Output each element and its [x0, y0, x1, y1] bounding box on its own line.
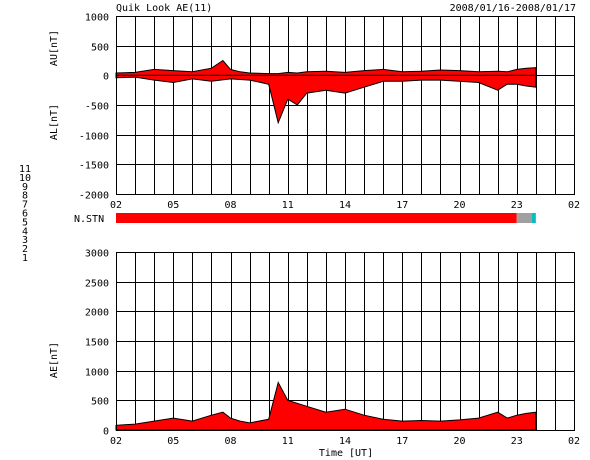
- au-al-ytick-label: -2000: [79, 191, 109, 202]
- ae-xtick-label: 02: [110, 436, 122, 447]
- legend-entry-6: 6: [22, 209, 28, 220]
- au-al-ytick-label: -1000: [79, 132, 109, 143]
- au-al-xtick-label: 11: [282, 200, 294, 211]
- nstn-segment: [116, 213, 517, 223]
- au-series-area: [115, 59, 537, 76]
- ae-ytick-label: 500: [91, 397, 109, 408]
- ae-ytick-label: 2500: [85, 279, 109, 290]
- ae-xtick-label: 23: [511, 436, 523, 447]
- au-al-xtick-label: 20: [453, 200, 465, 211]
- ae-frame: [116, 252, 575, 431]
- au-al-xtick-label: 23: [511, 200, 523, 211]
- al-series-area: [115, 74, 537, 125]
- legend-entry-10: 10: [19, 173, 31, 184]
- al-axis-label: AL[nT]: [49, 104, 60, 140]
- ae-xtick-label: 08: [224, 436, 236, 447]
- legend-entry-2: 2: [22, 244, 28, 255]
- x-axis-label: Time [UT]: [319, 448, 373, 459]
- au-al-xtick-label: 14: [339, 200, 351, 211]
- au-al-ytick-label: -1500: [79, 161, 109, 172]
- ae-ytick-label: 3000: [85, 249, 109, 260]
- ae-xtick-label: 14: [339, 436, 351, 447]
- nstn-label: N.STN: [74, 214, 104, 225]
- au-al-ytick-label: -500: [85, 102, 109, 113]
- ae-ytick-label: 2000: [85, 308, 109, 319]
- date-range: 2008/01/16-2008/01/17: [450, 3, 576, 14]
- nstn-segment: [516, 213, 533, 223]
- ae-xtick-label: 20: [453, 436, 465, 447]
- legend-entry-7: 7: [22, 200, 28, 211]
- chart-title: Quik Look AE(11): [116, 3, 212, 14]
- au-al-ytick-label: 0: [103, 72, 109, 83]
- legend-entry-9: 9: [22, 182, 28, 193]
- au-al-xtick-label: 02: [568, 200, 580, 211]
- legend-entry-1: 1: [22, 253, 28, 264]
- ae-xtick-label: 05: [167, 436, 179, 447]
- ae-xtick-label: 11: [282, 436, 294, 447]
- legend-entry-8: 8: [22, 191, 28, 202]
- legend-entry-5: 5: [22, 217, 28, 228]
- ae-series-area: [115, 381, 537, 431]
- ae-ytick-label: 1500: [85, 338, 109, 349]
- au-al-xtick-label: 02: [110, 200, 122, 211]
- ae-xtick-label: 02: [568, 436, 580, 447]
- legend-entry-4: 4: [22, 226, 28, 237]
- ae-axis-label: AE[nT]: [49, 342, 60, 378]
- ae-xtick-label: 17: [396, 436, 408, 447]
- ae-ytick-label: 1000: [85, 368, 109, 379]
- au-al-panel: 1000 500 0 -500 -1000 -1500 -2000 02 05 08 11 14 17…: [49, 13, 580, 212]
- nstn-panel: N.STN: [74, 213, 536, 225]
- au-al-xtick-label: 08: [224, 200, 236, 211]
- legend-entry-3: 3: [22, 235, 28, 246]
- ae-panel: 3000 2500 2000 1500 1000 500 0 02 05 08 11 14 17 20 2…: [49, 249, 580, 448]
- legend-entry-11: 11: [19, 164, 31, 175]
- au-al-ytick-label: 1000: [85, 13, 109, 24]
- ae-ytick-label: 0: [103, 427, 109, 438]
- au-al-xtick-label: 05: [167, 200, 179, 211]
- au-al-xtick-label: 17: [396, 200, 408, 211]
- au-axis-label: AU[nT]: [49, 30, 60, 66]
- nstn-segment: [532, 213, 536, 223]
- au-al-ytick-label: 500: [91, 43, 109, 54]
- au-al-frame: [116, 16, 575, 195]
